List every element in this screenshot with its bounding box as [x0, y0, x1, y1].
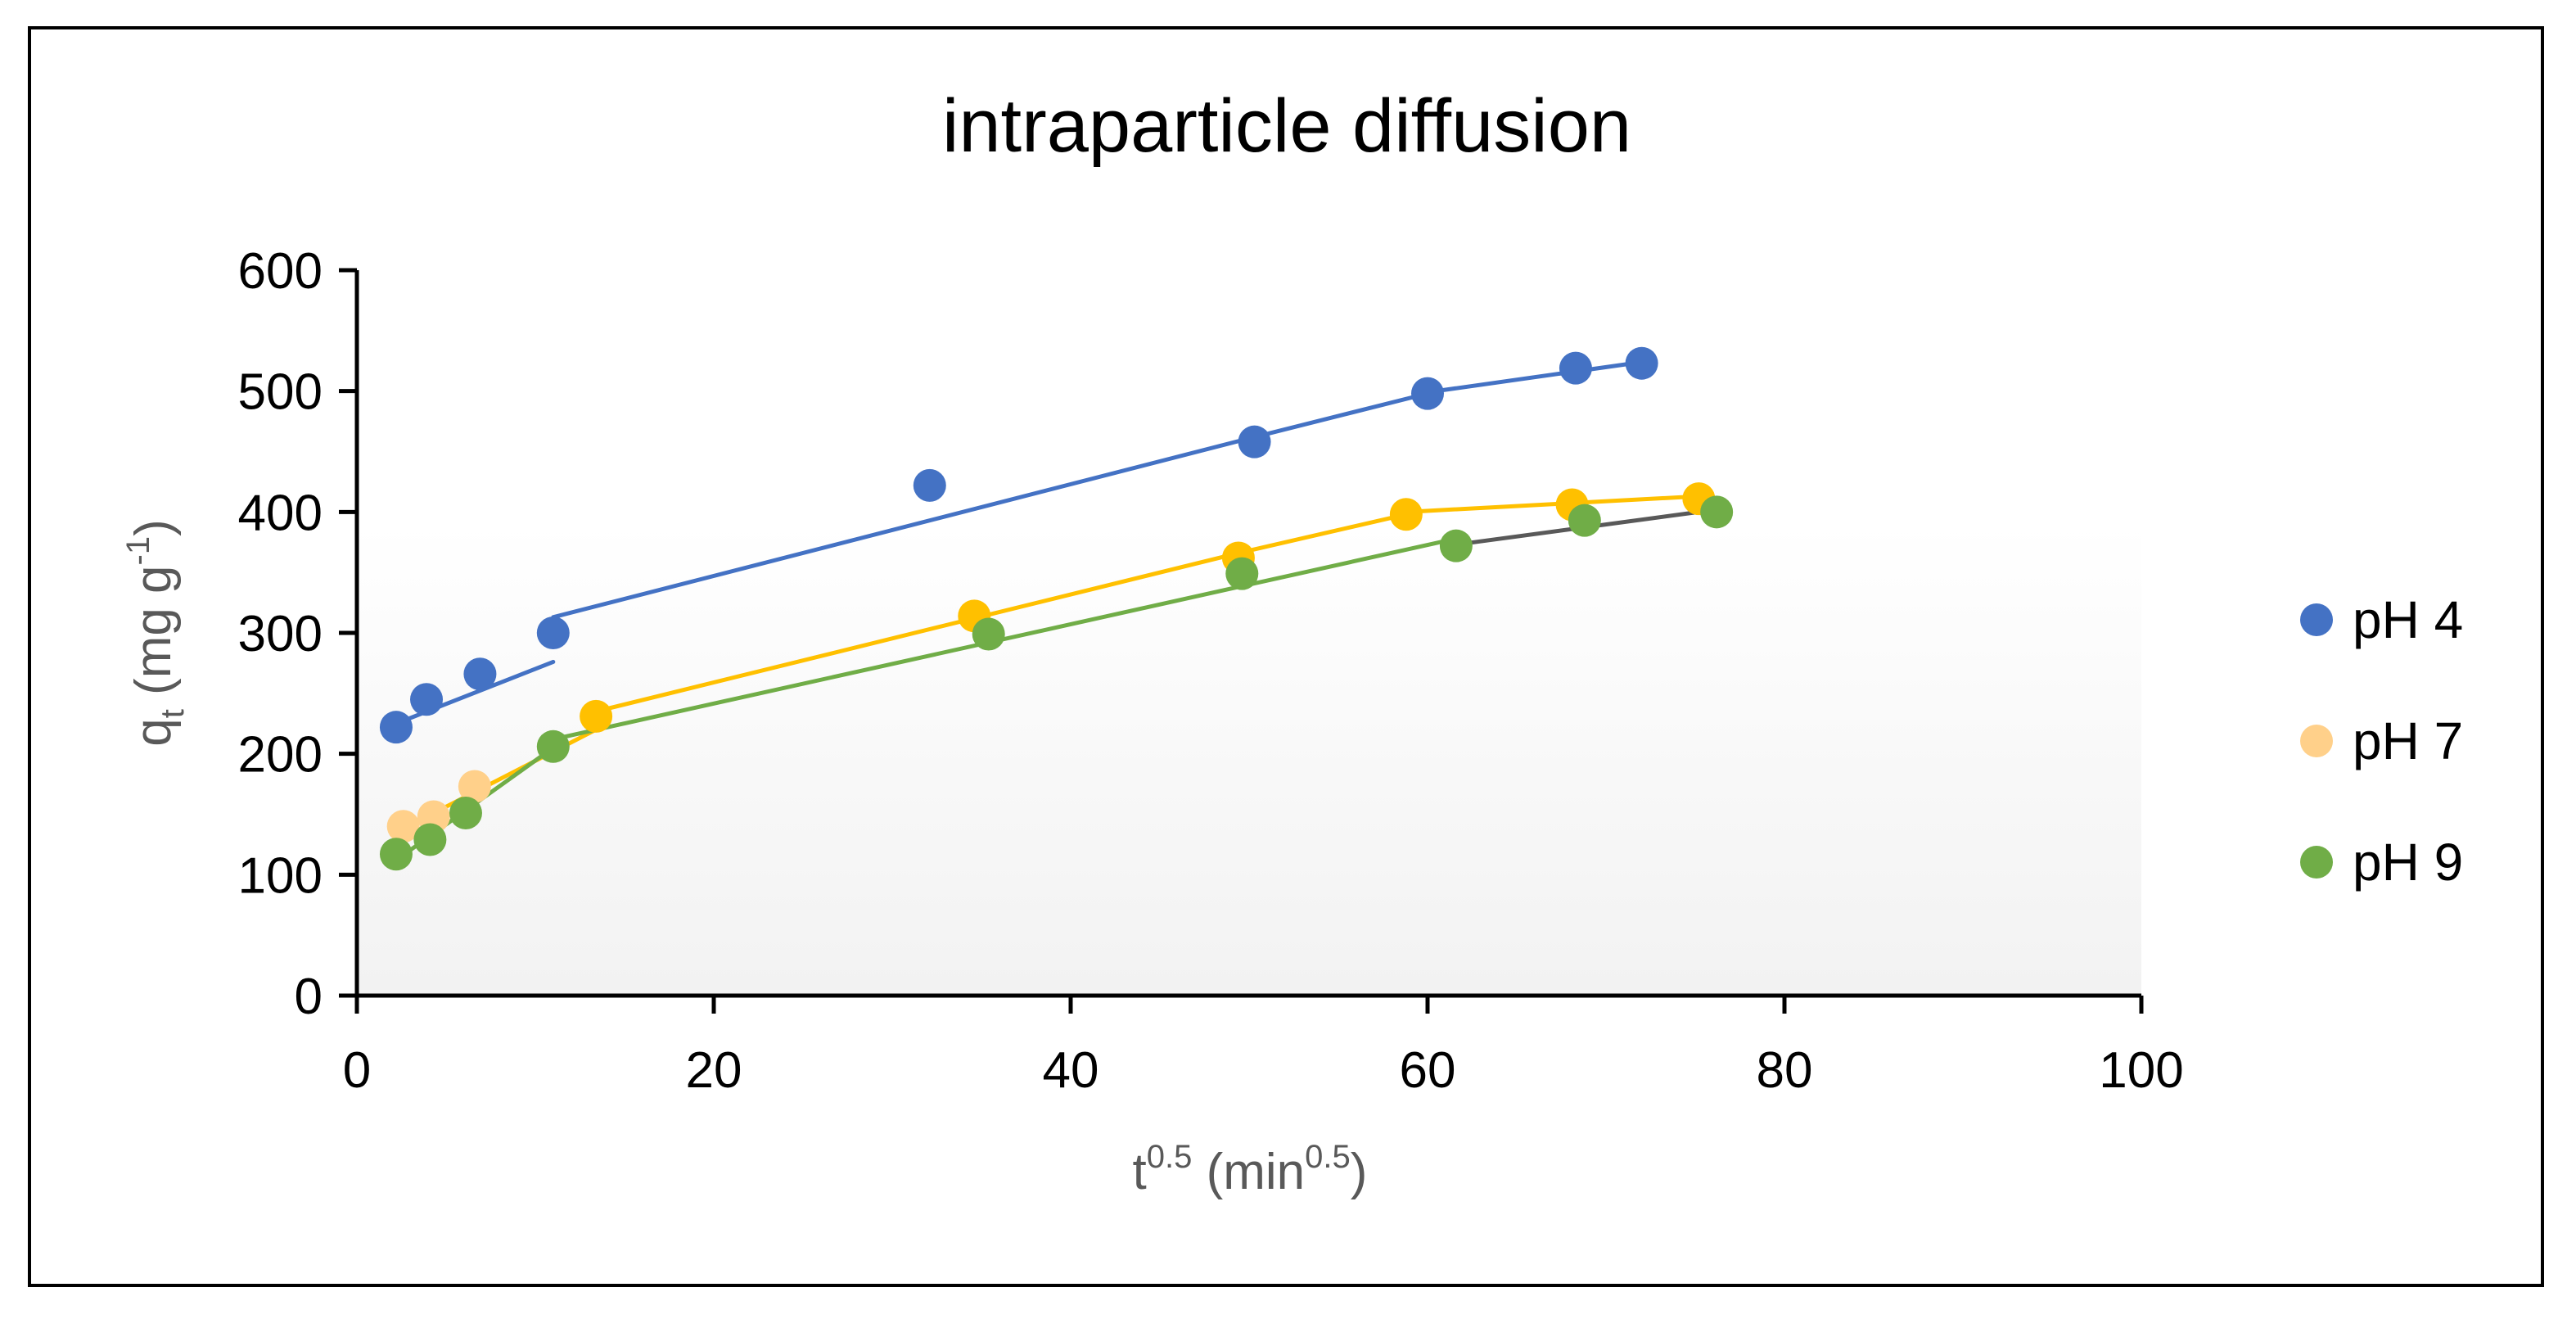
data-point-ph-7	[386, 810, 420, 843]
y-label-sup: -1	[120, 536, 156, 566]
y-tick-label: 500	[238, 364, 323, 421]
data-point-ph-9	[972, 617, 1005, 651]
y-tick-label: 0	[295, 969, 323, 1025]
data-point-ph-4	[1625, 346, 1658, 380]
x-label-rest: (min	[1192, 1144, 1305, 1200]
legend-label: pH 4	[2353, 590, 2463, 649]
data-point-ph-4	[913, 468, 946, 502]
data-point-ph-9	[1568, 504, 1601, 537]
legend-label: pH 9	[2353, 833, 2463, 892]
plot-area	[357, 270, 2141, 996]
x-tick-label: 0	[343, 1042, 371, 1099]
y-label-end: )	[125, 519, 182, 536]
legend-item: pH 4	[2300, 590, 2463, 649]
y-tick-label: 100	[238, 847, 323, 904]
data-point-ph-9	[1700, 495, 1734, 529]
data-point-ph-9	[1439, 529, 1473, 562]
data-point-ph-4	[410, 683, 444, 716]
data-points	[379, 346, 1734, 871]
legend-marker	[2300, 603, 2333, 636]
x-label-sup: 0.5	[1147, 1139, 1193, 1175]
trendline-ph-4	[1252, 391, 1430, 440]
trendline-ph-4	[551, 435, 1257, 620]
y-axis-label: qt (mg g-1)	[120, 519, 191, 747]
y-label-sub: t	[155, 709, 191, 718]
legend-item: pH 9	[2300, 833, 2463, 892]
trendline-ph-4	[1425, 359, 1644, 395]
x-tick-label: 80	[1757, 1042, 1813, 1099]
y-tick-label: 600	[238, 243, 323, 300]
data-point-ph-4	[1238, 425, 1271, 458]
x-label-base: t	[1133, 1144, 1147, 1200]
y-ticks: 0 100 200 300 400 500 600	[238, 243, 357, 1025]
data-point-ph-7b	[580, 699, 613, 733]
data-point-ph-7	[458, 770, 491, 803]
data-point-ph-9	[413, 823, 447, 856]
legend-label: pH 7	[2353, 711, 2463, 770]
data-point-ph-9	[536, 730, 570, 763]
data-point-ph-9	[1225, 557, 1259, 590]
y-tick-label: 300	[238, 606, 323, 662]
y-tick-label: 200	[238, 727, 323, 784]
trendline-ph-7b	[1404, 494, 1701, 514]
x-tick-label: 60	[1400, 1042, 1456, 1099]
y-label-rest: (mg g	[125, 565, 182, 709]
data-point-ph-4	[463, 657, 497, 691]
x-axis-label: t0.5 (min0.5)	[1133, 1139, 1368, 1200]
data-point-ph-7b	[1389, 498, 1423, 531]
trendline-ph-7b	[593, 551, 1241, 714]
x-tick-label: 40	[1043, 1042, 1099, 1099]
legend-marker	[2300, 725, 2333, 757]
data-point-ph-4	[1559, 351, 1592, 385]
y-tick-label: 400	[238, 485, 323, 541]
chart-title: intraparticle diffusion	[942, 84, 1631, 168]
data-point-ph-9	[449, 797, 482, 830]
x-label-end: )	[1351, 1144, 1368, 1200]
trendline-ph-7b	[1236, 512, 1409, 556]
data-point-ph-4	[1411, 377, 1444, 410]
x-tick-label: 20	[686, 1042, 742, 1099]
legend-marker	[2300, 846, 2333, 879]
y-label-base: q	[125, 718, 182, 746]
legend: pH 4 pH 7 pH 9	[2300, 590, 2463, 892]
data-point-ph-4	[379, 711, 413, 744]
legend-item: pH 7	[2300, 711, 2463, 770]
trendline-ph-9	[551, 536, 1459, 742]
data-point-ph-4	[536, 617, 570, 649]
x-ticks: 0 20 40 60 80 100	[343, 996, 2184, 1099]
data-point-ph-9	[379, 838, 413, 871]
x-tick-label: 100	[2099, 1042, 2183, 1099]
x-label-sup2: 0.5	[1305, 1139, 1351, 1175]
